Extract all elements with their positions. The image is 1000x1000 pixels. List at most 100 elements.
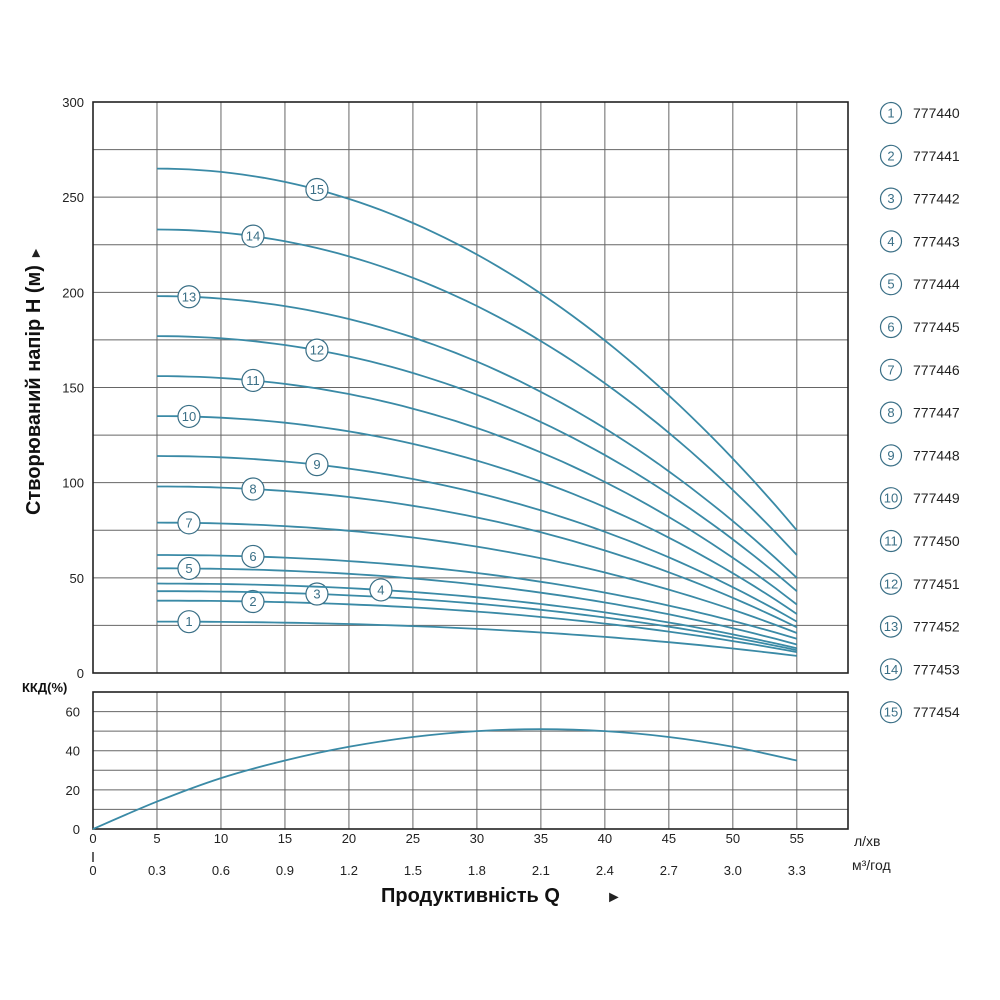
head-y-tick-label: 250 [62, 190, 84, 205]
legend-marker-label-7: 7 [887, 362, 894, 377]
efficiency-panel: 0 20 40 60 ККД(%) [22, 680, 849, 837]
head-y-tick-label: 0 [77, 666, 84, 681]
x-primary-tick-label: 10 [214, 831, 228, 846]
legend-marker-label-8: 8 [887, 405, 894, 420]
head-grid [92, 101, 849, 674]
head-curve-9 [156, 455, 798, 623]
legend-marker-11 [879, 529, 903, 553]
curve-marker-label-6: 6 [249, 549, 256, 564]
curve-marker-label-15: 15 [310, 182, 324, 197]
legend-marker-6 [879, 315, 903, 339]
x-primary-tick-label: 45 [662, 831, 676, 846]
head-y-tick-label: 100 [62, 476, 84, 491]
curve-marker-label-10: 10 [182, 409, 196, 424]
legend-marker-label-3: 3 [887, 191, 894, 206]
x-axis: 0 5 10 15 20 25 30 35 40 45 50 55 0 0.3 0.6 0.9 1.2 1.5 1… [89, 831, 890, 907]
legend-marker-3 [879, 187, 903, 210]
x-secondary-tick-label: 0 [89, 863, 96, 878]
efficiency-y-tick-label: 0 [73, 822, 80, 837]
legend-marker-14 [879, 658, 903, 681]
legend-marker-label-5: 5 [887, 277, 894, 292]
efficiency-y-tick-label: 60 [66, 705, 80, 720]
x-secondary-tick-label: 3.0 [724, 863, 742, 878]
legend-item-code: 777442 [913, 191, 960, 207]
head-y-ticks: 0 50 100 150 200 250 300 [62, 95, 84, 681]
legend-item-code: 777453 [913, 661, 960, 677]
legend-item-code: 777447 [913, 405, 960, 421]
head-curve-4 [156, 582, 798, 650]
curve-marker-10 [177, 404, 201, 429]
head-y-tick-label: 300 [62, 95, 84, 110]
legend-item-code: 777448 [913, 447, 960, 463]
legend-marker-label-15: 15 [884, 705, 898, 720]
head-y-tick-label: 50 [70, 571, 84, 586]
efficiency-y-tick-label: 20 [66, 783, 80, 798]
legend-marker-5 [879, 273, 903, 296]
efficiency-curve [92, 728, 797, 830]
x-secondary-tick-label: 2.7 [660, 863, 678, 878]
head-curve-12 [156, 335, 798, 592]
curve-marker-label-4: 4 [377, 582, 384, 597]
head-y-axis-arrow: ► [27, 246, 43, 260]
curve-marker-13 [177, 285, 201, 309]
x-secondary-tick-label: 0.9 [276, 863, 294, 878]
legend-marker-1 [879, 101, 903, 125]
legend-marker-label-14: 14 [884, 662, 898, 677]
legend-item-code: 777440 [913, 105, 960, 121]
head-y-tick-label: 200 [62, 285, 84, 300]
legend-marker-label-11: 11 [884, 534, 898, 549]
curve-marker-label-7: 7 [185, 515, 192, 530]
legend-marker-label-2: 2 [887, 148, 894, 163]
head-curve-7 [156, 521, 798, 634]
curve-marker-15 [305, 177, 329, 202]
x-primary-unit: л/хв [854, 833, 881, 849]
x-axis-arrow: ► [606, 889, 622, 906]
curve-marker-label-11: 11 [246, 373, 260, 388]
curve-marker-2 [241, 589, 265, 614]
legend-item-code: 777449 [913, 490, 960, 506]
head-y-axis-label: Створюваний напір H (м) [23, 265, 45, 515]
legend-marker-15 [879, 701, 903, 724]
x-primary-tick-label: 30 [470, 831, 484, 846]
legend-marker-label-9: 9 [887, 448, 894, 463]
curve-marker-11 [241, 368, 265, 393]
curve-marker-3 [305, 582, 329, 606]
legend-marker-9 [879, 444, 903, 467]
head-curve-1 [157, 620, 797, 657]
legend-marker-13 [879, 615, 903, 638]
head-curve-3 [157, 590, 797, 652]
curve-marker-label-8: 8 [249, 481, 256, 496]
legend-item-code: 777444 [913, 276, 960, 292]
x-secondary-tick-label: 1.5 [404, 863, 422, 878]
curve-marker-5 [177, 556, 201, 581]
x-secondary-tick-label: 0.6 [212, 863, 230, 878]
x-primary-tick-label: 20 [342, 831, 356, 846]
x-axis-title: Продуктивність Q [381, 885, 560, 907]
x-primary-ticks: 0 5 10 15 20 25 30 35 40 45 50 55 [89, 831, 804, 846]
x-primary-tick-label: 5 [153, 831, 160, 846]
legend-marker-label-10: 10 [884, 491, 898, 506]
head-curve-10 [157, 415, 798, 615]
efficiency-y-tick-label: 40 [66, 744, 80, 759]
legend-item-code: 777450 [913, 533, 960, 549]
legend-item-code: 777445 [913, 319, 960, 335]
legend-marker-label-4: 4 [887, 234, 894, 249]
x-primary-tick-label: 55 [790, 831, 804, 846]
efficiency-y-axis-label: ККД(%) [22, 680, 67, 695]
legend-marker-4 [879, 230, 903, 253]
curve-marker-label-9: 9 [313, 457, 320, 472]
x-secondary-tick-label: 1.2 [340, 863, 358, 878]
legend-marker-label-1: 1 [887, 106, 894, 121]
curve-marker-label-13: 13 [182, 289, 196, 304]
curve-marker-label-5: 5 [185, 561, 192, 576]
curve-marker-12 [305, 338, 329, 362]
curve-marker-9 [305, 453, 329, 477]
legend-item-code: 777454 [913, 704, 960, 720]
curve-marker-4 [369, 578, 393, 602]
efficiency-y-ticks: 0 20 40 60 [66, 705, 80, 837]
curve-marker-label-1: 1 [185, 614, 192, 629]
x-primary-tick-label: 35 [534, 831, 548, 846]
